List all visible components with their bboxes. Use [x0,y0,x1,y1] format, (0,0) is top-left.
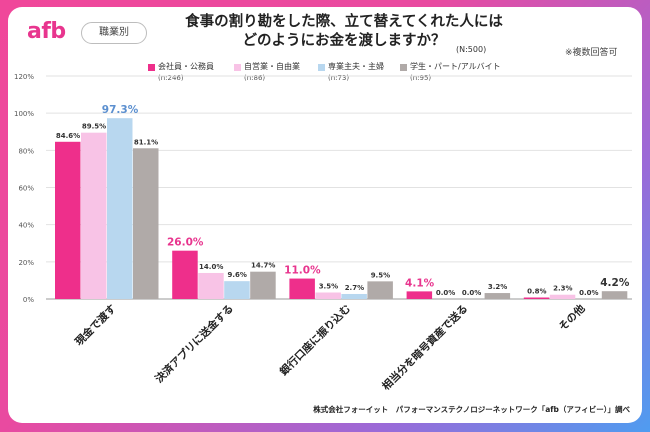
bar-1-2 [224,281,250,299]
y-tick-label-5: 100% [14,110,34,118]
bar-2-2 [341,293,367,299]
data-label-1-1: 14.0% [199,263,223,271]
data-label-3-1: 0.0% [436,289,455,297]
bar-4-1 [549,294,576,299]
chart-title-line1: 食事の割り勘をした際、立て替えてくれた人には [185,14,503,30]
bar-2-0 [289,278,315,299]
bar-0-0 [55,141,81,299]
data-label-0-3: 81.1% [134,138,158,146]
category-label-4: その他 [556,302,588,334]
y-tick-label-3: 60% [18,185,34,193]
legend-n-1: (n:86) [244,74,266,82]
afb-logo: afb [27,19,66,44]
data-label-0-2: 97.3% [102,104,139,116]
chart-card: afb 職業別 食事の割り勘をした際、立て替えてくれた人には どのようにお金を渡… [8,7,642,423]
sample-size: (N:500) [456,45,487,54]
data-label-2-2: 2.7% [345,284,364,292]
data-label-3-3: 3.2% [488,283,507,291]
legend-swatch-3 [400,64,407,71]
data-label-1-3: 14.7% [251,262,275,270]
data-label-3-2: 0.0% [462,289,481,297]
data-label-1-2: 9.6% [227,271,246,279]
data-label-2-3: 9.5% [371,271,390,279]
category-label-0: 現金で渡す [72,302,118,348]
bar-chart: 0% 20% 40% 60% 80% 100% 120% 84.6%89.5% 97.3% 81.… [14,73,632,393]
source-credit: 株式会社フォーイット パフォーマンステクノロジーネットワーク「afb（アフィビー… [313,405,630,414]
data-label-4-0: 0.8% [527,288,546,296]
bar-2-3 [367,281,393,299]
data-label-4-1: 2.3% [553,285,572,293]
bar-0-3 [133,148,159,299]
category-badge: 職業別 [81,22,147,44]
legend-label-1: 自営業・自由業 [244,62,300,71]
category-label-3: 相当分を暗号資産で送る [379,302,470,393]
data-label-3-0: 4.1% [405,277,435,289]
category-label-2: 銀行口座に振り込む [277,302,353,378]
chart-title: 食事の割り勘をした際、立て替えてくれた人には どのようにお金を渡しますか？ [174,13,514,51]
data-label-4-3: 4.2% [600,277,630,289]
legend-n-3: (n:95) [410,74,432,82]
data-label-1-0: 26.0% [167,237,204,249]
bar-0-1 [81,132,107,299]
y-tick-label-0: 0% [23,296,34,304]
y-tick-label-4: 80% [18,147,34,155]
bar-3-3 [484,293,511,299]
y-tick-label-6: 120% [14,73,34,81]
bar-1-1 [198,272,224,299]
legend-n-2: (n:73) [328,74,350,82]
bar-3-0 [406,291,433,299]
data-label-2-0: 11.0% [284,265,321,277]
multiple-answer-note: ※複数回答可 [565,48,618,58]
data-label-0-1: 89.5% [82,123,106,131]
bar-0-2 [107,118,133,299]
y-tick-label-2: 40% [18,222,34,230]
legend-label-3: 学生・パート/アルバイト [410,62,501,71]
legend-swatch-1 [234,64,241,71]
legend-label-2: 専業主夫・主婦 [328,62,384,71]
data-label-0-0: 84.6% [56,132,80,140]
bar-2-1 [315,292,341,299]
legend-swatch-2 [318,64,325,71]
data-label-2-1: 3.5% [319,282,338,290]
data-label-4-2: 0.0% [579,289,598,297]
bar-4-3 [601,291,628,299]
legend-n-0: (n:246) [158,74,184,82]
bar-4-0 [523,297,550,299]
y-tick-label-1: 20% [18,259,34,267]
category-label-1: 決済アプリに送金する [152,302,235,385]
legend-swatch-0 [148,64,155,71]
bar-1-0 [172,250,198,299]
bar-1-3 [250,271,276,299]
legend-label-0: 会社員・公務員 [158,62,214,71]
chart-title-line2: どのようにお金を渡しますか？ [242,33,446,49]
